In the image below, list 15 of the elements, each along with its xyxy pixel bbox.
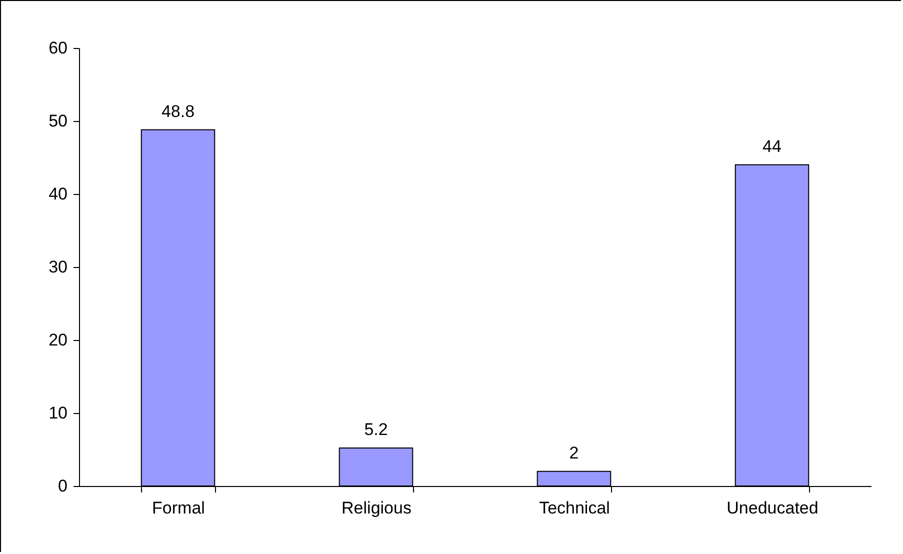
x-tick-label: Uneducated	[726, 498, 818, 518]
data-label: 5.2	[364, 420, 388, 440]
y-tick-label: 40	[48, 184, 68, 204]
x-tick-label: Technical	[539, 498, 610, 518]
data-label: 44	[762, 136, 782, 156]
x-tick-label: Religious	[342, 498, 412, 518]
x-tick-label: Formal	[152, 498, 205, 518]
data-label: 48.8	[161, 102, 195, 121]
y-tick-label: 30	[48, 258, 68, 276]
y-tick-label: 50	[48, 112, 68, 130]
y-tick-label: 0	[58, 476, 68, 496]
y-tick-label: 60	[48, 38, 68, 58]
y-tick-label: 20	[48, 330, 68, 350]
data-label: 2	[569, 443, 579, 462]
y-tick-label: 10	[48, 404, 68, 422]
